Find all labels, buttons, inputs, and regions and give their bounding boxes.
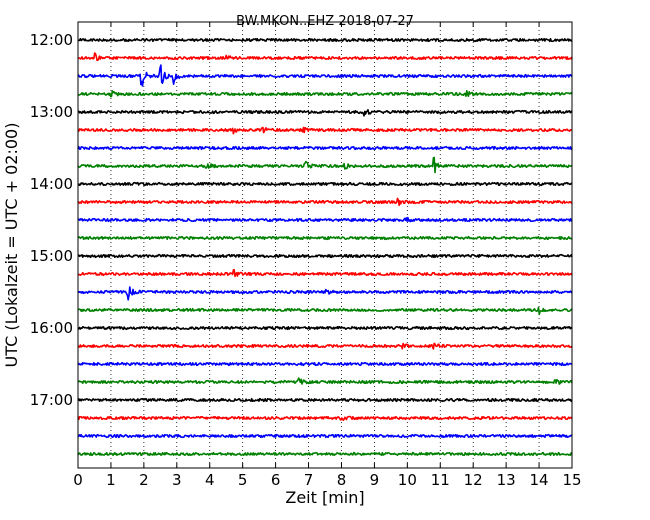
seismic-trace [77,269,573,278]
seismic-trace [77,156,573,174]
seismic-trace [77,126,573,135]
x-tick-label: 0 [73,471,83,489]
x-tick-label: 8 [337,471,347,489]
x-tick-label: 3 [172,471,182,489]
seismic-trace [77,64,573,87]
seismic-trace [77,361,573,367]
seismic-trace [77,397,573,403]
seismic-trace [77,109,573,117]
x-tick-label: 2 [139,471,149,489]
x-tick-label: 10 [398,471,417,489]
seismic-traces [77,37,573,457]
y-tick-label: 12:00 [30,31,73,49]
x-tick-label: 15 [562,471,581,489]
axis-ticks: 0 1 2 3 4 5 6 7 8 9 10 11 12 13 14 1512:0013:0014:0015:… [30,22,582,489]
y-tick-label: 15:00 [30,247,73,265]
seismic-trace [77,451,573,457]
seismic-trace [77,253,573,259]
x-tick-label: 6 [271,471,281,489]
seismic-trace [77,377,573,385]
x-tick-label: 7 [304,471,314,489]
y-tick-label: 13:00 [30,103,73,121]
seismic-trace [77,216,573,223]
x-axis-label: Zeit [min] [285,488,364,507]
x-tick-label: 11 [431,471,450,489]
plot-frame [77,21,573,469]
seismic-trace [77,145,573,151]
seismic-trace [77,235,573,241]
x-tick-label: 5 [238,471,248,489]
seismic-trace [77,197,573,207]
x-tick-label: 9 [370,471,380,489]
seismic-trace [77,37,573,43]
seismic-trace [77,415,573,421]
y-tick-label: 14:00 [30,175,73,193]
y-tick-label: 16:00 [30,319,73,337]
x-tick-label: 13 [497,471,516,489]
x-tick-label: 1 [106,471,116,489]
y-axis-label: UTC (Lokalzeit = UTC + 02:00) [2,123,21,368]
seismic-trace [77,342,573,350]
x-tick-label: 12 [464,471,483,489]
seismic-trace [77,52,573,62]
chart-title: BW.MKON..EHZ 2018-07-27 [236,14,414,29]
x-tick-label: 14 [530,471,549,489]
seismic-trace [77,325,573,331]
y-tick-label: 17:00 [30,391,73,409]
seismic-trace [77,286,573,301]
seismic-trace [77,433,573,439]
seismic-trace [77,181,573,187]
seismic-trace [77,306,573,316]
seismic-trace [77,90,573,98]
x-tick-label: 4 [205,471,215,489]
